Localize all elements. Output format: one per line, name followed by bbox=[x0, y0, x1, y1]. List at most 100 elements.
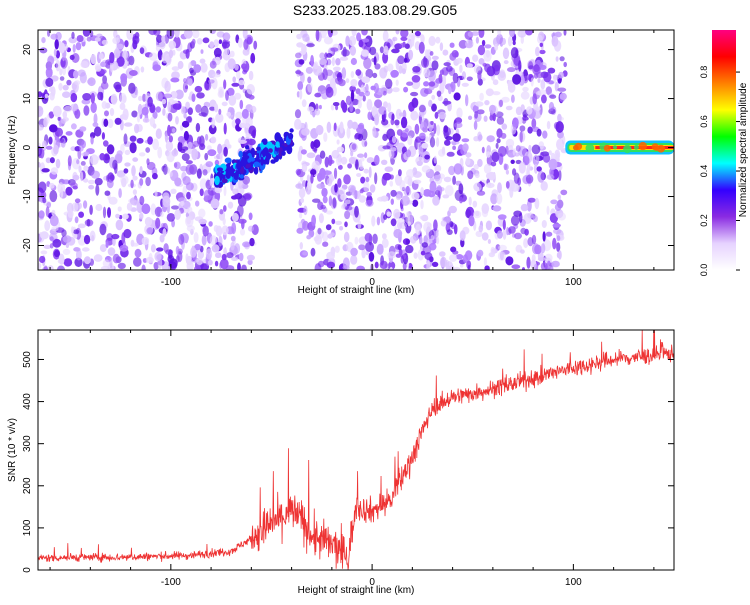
spectrogram-noise-blob bbox=[452, 133, 461, 142]
spectrogram-noise-blob bbox=[496, 193, 503, 205]
spectrogram-noise-blob bbox=[502, 219, 506, 230]
spectrogram-noise-blob bbox=[315, 30, 320, 42]
spectrogram-noise-blob bbox=[439, 42, 444, 51]
spectrogram-noise-blob bbox=[186, 225, 195, 232]
spectrogram-noise-blob bbox=[449, 42, 455, 48]
spectrogram-noise-blob bbox=[110, 60, 114, 73]
spectrogram-noise-blob bbox=[168, 40, 177, 49]
spectrogram-noise-blob bbox=[389, 180, 394, 187]
spectrogram-noise-blob bbox=[395, 79, 399, 86]
spectrogram-noise-blob bbox=[428, 81, 436, 87]
spectrogram-noise-blob bbox=[112, 37, 121, 45]
spectrogram-noise-blob bbox=[322, 68, 328, 81]
spectrogram-noise-blob bbox=[423, 68, 431, 78]
spectrogram-noise-blob bbox=[436, 90, 442, 97]
spectrogram-noise-blob bbox=[194, 265, 202, 270]
spectrogram-noise-blob bbox=[406, 81, 414, 86]
spectrogram-noise-blob bbox=[57, 116, 61, 121]
spectrogram-noise-blob bbox=[310, 174, 314, 184]
spectrogram-noise-blob bbox=[461, 82, 469, 87]
spectrogram-noise-blob bbox=[214, 159, 220, 166]
spectrogram-noise-blob bbox=[524, 228, 529, 236]
spectrogram-noise-blob bbox=[139, 152, 146, 157]
spectrogram-noise-blob bbox=[354, 236, 359, 245]
spectrogram-noise-blob bbox=[302, 251, 308, 256]
spectrogram-noise-blob bbox=[163, 93, 173, 99]
spectrogram-noise-blob bbox=[389, 266, 393, 270]
spectrogram-noise-blob bbox=[345, 78, 350, 84]
spectrogram-noise-blob bbox=[358, 39, 364, 48]
spectrogram-noise-blob bbox=[391, 135, 397, 144]
spectrogram-noise-blob bbox=[302, 33, 310, 42]
spectrogram-noise-blob bbox=[65, 186, 73, 196]
spectrogram-signal-blob bbox=[268, 148, 273, 153]
spectrogram-noise-blob bbox=[400, 116, 408, 129]
spectrogram-noise-blob bbox=[150, 203, 157, 216]
spectrogram-noise-blob bbox=[65, 131, 73, 136]
spectrogram-noise-blob bbox=[527, 126, 533, 134]
spectrogram-noise-blob bbox=[505, 256, 514, 266]
spectrogram-noise-blob bbox=[217, 143, 223, 154]
spectrogram-noise-blob bbox=[80, 60, 89, 68]
spectrogram-noise-blob bbox=[518, 161, 526, 174]
spectrogram-noise-blob bbox=[531, 234, 537, 245]
spectrogram-noise-blob bbox=[442, 126, 451, 137]
spectrogram-noise-blob bbox=[300, 149, 307, 155]
spectrogram-noise-blob bbox=[510, 215, 520, 226]
spectrogram-noise-blob bbox=[129, 135, 137, 142]
spectrogram-noise-blob bbox=[297, 149, 302, 162]
spectrogram-noise-blob bbox=[296, 91, 300, 98]
spectrogram-noise-blob bbox=[223, 79, 227, 90]
spectrogram-noise-blob bbox=[477, 44, 486, 56]
spectrogram-noise-blob bbox=[185, 182, 194, 191]
spectrogram-noise-blob bbox=[124, 40, 129, 48]
spectrogram-noise-blob bbox=[126, 30, 134, 40]
spectrogram-noise-blob bbox=[238, 252, 244, 262]
spectrogram-noise-blob bbox=[168, 135, 173, 143]
spectrogram-noise-blob bbox=[556, 242, 561, 253]
spectrogram-noise-blob bbox=[431, 261, 439, 267]
spectrogram-noise-blob bbox=[72, 174, 80, 181]
spectrogram-noise-blob bbox=[196, 257, 204, 265]
spectrogram-noise-blob bbox=[169, 171, 173, 177]
spectrogram-noise-blob bbox=[89, 230, 96, 242]
spectrogram-noise-blob bbox=[74, 108, 81, 119]
carrier-hotspot bbox=[651, 143, 659, 151]
spectrogram-noise-blob bbox=[180, 106, 186, 115]
spectrogram-noise-blob bbox=[350, 79, 358, 87]
spectrogram-noise-blob bbox=[459, 64, 463, 74]
spectrogram-noise-blob bbox=[204, 152, 209, 161]
spectrogram-noise-blob bbox=[326, 121, 332, 133]
spectrogram-noise-blob bbox=[129, 142, 137, 154]
spectrogram-noise-blob bbox=[325, 86, 334, 98]
spectrogram-noise-blob bbox=[459, 230, 466, 242]
spectrogram-noise-blob bbox=[531, 144, 541, 155]
spectrogram-noise-blob bbox=[62, 235, 72, 243]
spectrogram-noise-blob bbox=[207, 79, 215, 84]
spectrogram-noise-blob bbox=[329, 232, 335, 237]
spectrogram-noise-blob bbox=[481, 39, 486, 47]
spectrogram-noise-blob bbox=[246, 254, 255, 261]
spectrogram-noise-blob bbox=[557, 212, 566, 221]
spectrogram-noise-blob bbox=[497, 30, 502, 36]
spectrogram-noise-blob bbox=[331, 57, 335, 67]
spectrogram-noise-blob bbox=[318, 104, 322, 110]
spectrogram-noise-blob bbox=[420, 250, 426, 256]
spectrogram-noise-blob bbox=[403, 57, 408, 63]
spectrogram-noise-blob bbox=[419, 132, 426, 139]
spectrogram-noise-blob bbox=[472, 54, 479, 62]
spectrogram-noise-blob bbox=[496, 230, 503, 239]
spectrogram-noise-blob bbox=[468, 215, 475, 227]
spectrogram-noise-blob bbox=[72, 44, 76, 53]
colorbar: 0.0 0.2 0.4 0.6 0.8 Normalized spectral ampl… bbox=[699, 30, 749, 276]
spectrogram-noise-blob bbox=[442, 194, 450, 199]
spectrogram-noise-blob bbox=[341, 49, 350, 57]
spectrogram-noise-blob bbox=[434, 164, 442, 173]
spectrogram-noise-blob bbox=[559, 92, 567, 100]
spectrogram-noise-blob bbox=[467, 31, 474, 37]
spectrogram-noise-blob bbox=[449, 254, 458, 262]
spectrogram-noise-blob bbox=[561, 135, 566, 145]
spectrogram-noise-blob bbox=[231, 222, 237, 235]
spectrogram-noise-blob bbox=[318, 213, 324, 224]
spectrogram-noise-blob bbox=[374, 63, 381, 70]
